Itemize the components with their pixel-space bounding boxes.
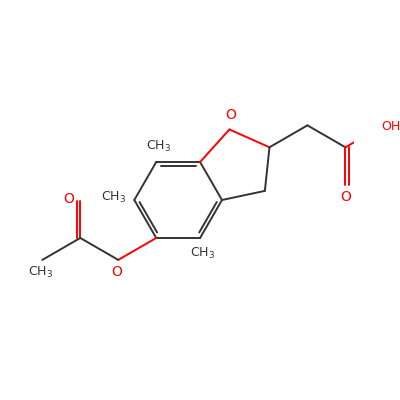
Text: O: O: [340, 190, 351, 204]
Text: CH$_3$: CH$_3$: [146, 139, 171, 154]
Text: CH$_3$: CH$_3$: [28, 265, 53, 280]
Text: CH$_3$: CH$_3$: [101, 190, 126, 205]
Text: O: O: [63, 192, 74, 206]
Text: O: O: [111, 265, 122, 279]
Text: CH$_3$: CH$_3$: [190, 246, 215, 261]
Text: O: O: [225, 108, 236, 122]
Text: OH: OH: [381, 120, 400, 133]
